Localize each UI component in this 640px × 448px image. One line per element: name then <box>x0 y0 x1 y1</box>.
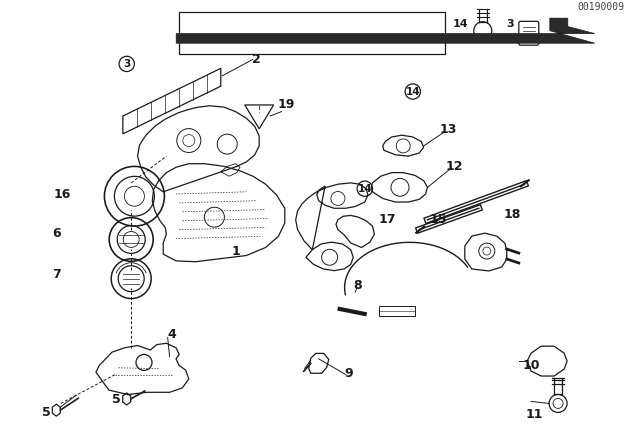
Text: 00190009: 00190009 <box>577 2 624 12</box>
Text: 12: 12 <box>445 160 463 173</box>
Text: 3: 3 <box>507 18 515 29</box>
Text: 5: 5 <box>112 393 121 406</box>
Text: 2: 2 <box>252 53 260 66</box>
Text: 5: 5 <box>42 406 51 419</box>
Text: 10: 10 <box>522 359 540 372</box>
Text: 13: 13 <box>439 123 457 136</box>
Text: 14: 14 <box>358 184 372 194</box>
Text: 14: 14 <box>406 86 420 96</box>
Polygon shape <box>176 18 595 43</box>
Text: 16: 16 <box>54 189 72 202</box>
Text: 19: 19 <box>278 98 296 111</box>
Text: 6: 6 <box>52 227 61 240</box>
Text: 3: 3 <box>123 59 131 69</box>
Text: 17: 17 <box>378 213 396 226</box>
Text: 18: 18 <box>503 207 521 220</box>
Bar <box>179 12 445 54</box>
Text: 8: 8 <box>353 279 362 292</box>
Text: 14: 14 <box>453 18 468 29</box>
Bar <box>379 306 415 316</box>
Text: 7: 7 <box>52 268 61 281</box>
Text: 1: 1 <box>231 245 240 258</box>
Text: !: ! <box>257 107 261 116</box>
Text: 11: 11 <box>525 408 543 421</box>
Text: 4: 4 <box>167 328 176 341</box>
Text: 15: 15 <box>429 213 447 226</box>
Text: 9: 9 <box>344 366 353 379</box>
